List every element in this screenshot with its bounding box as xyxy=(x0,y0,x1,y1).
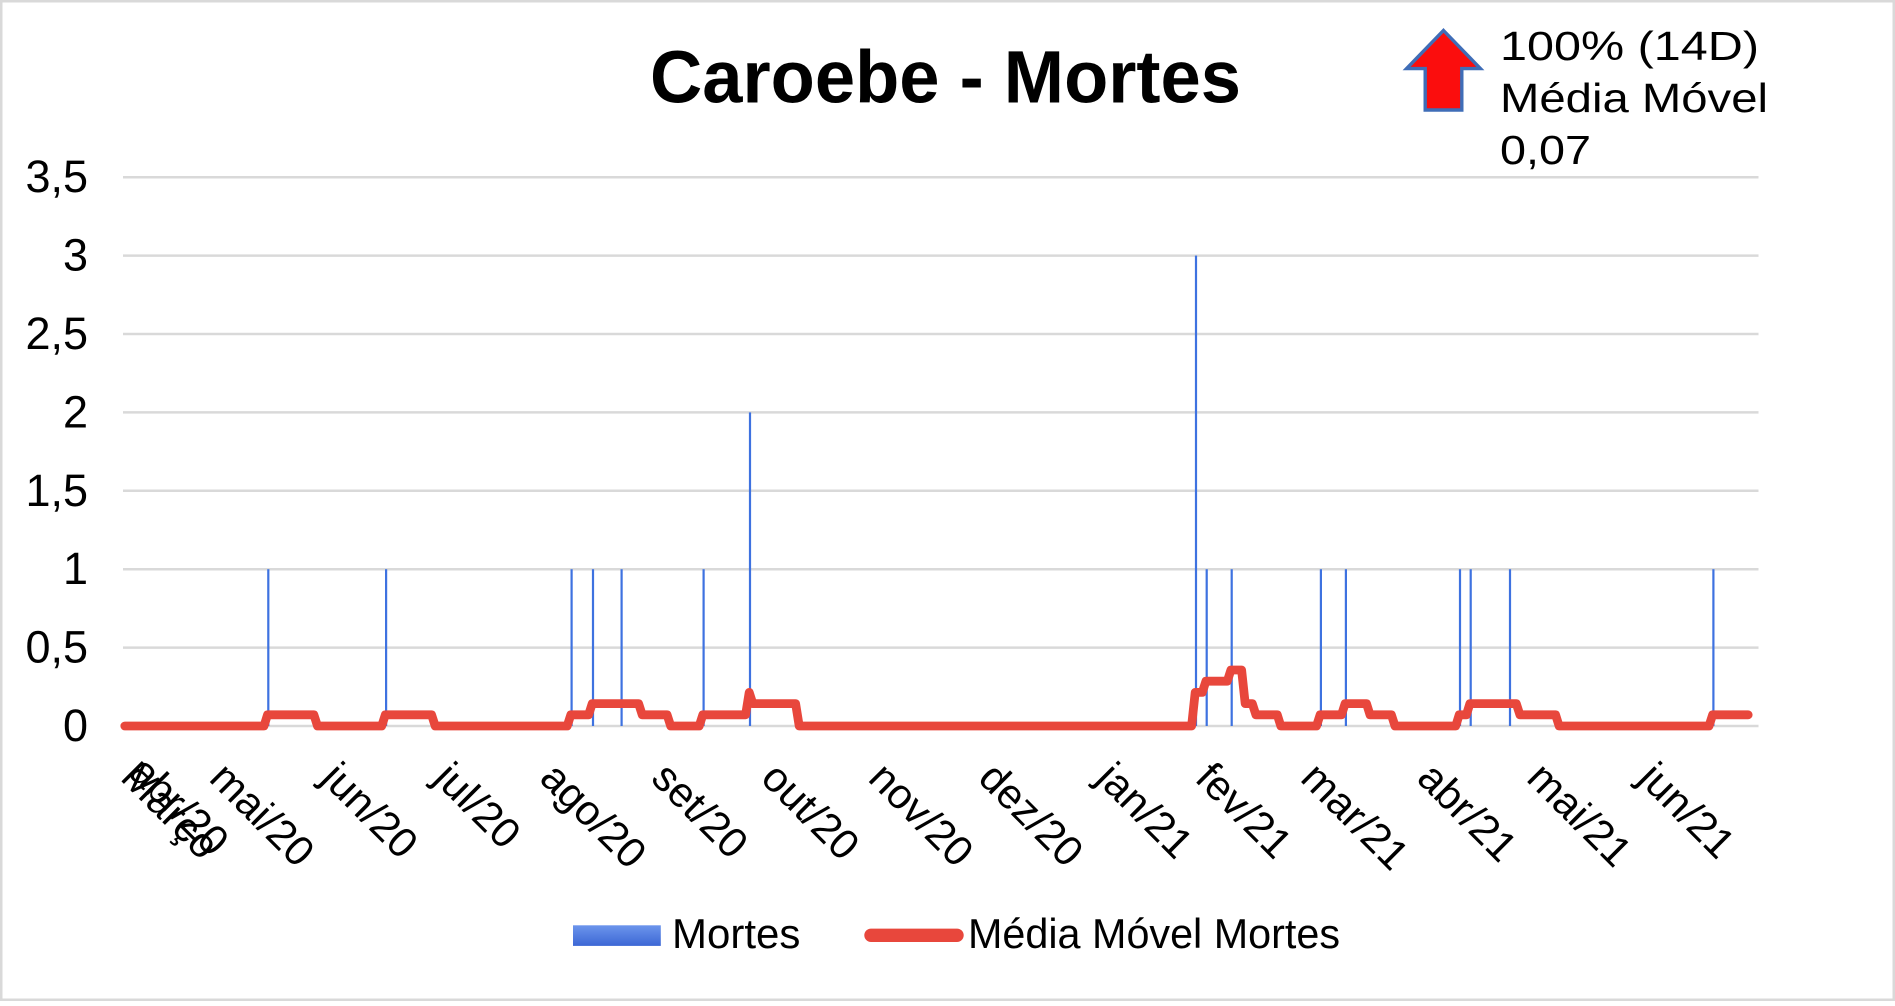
svg-text:1,5: 1,5 xyxy=(25,465,88,516)
svg-text:Média Móvel Mortes: Média Móvel Mortes xyxy=(968,910,1340,957)
svg-text:Média Móvel: Média Móvel xyxy=(1500,75,1768,121)
svg-text:0: 0 xyxy=(63,700,88,751)
svg-text:100% (14D): 100% (14D) xyxy=(1500,23,1759,69)
svg-text:0,07: 0,07 xyxy=(1500,127,1591,173)
svg-text:1: 1 xyxy=(63,543,88,594)
svg-text:Mortes: Mortes xyxy=(672,910,800,957)
svg-text:0,5: 0,5 xyxy=(25,622,88,673)
svg-text:Caroebe - Mortes: Caroebe - Mortes xyxy=(650,36,1241,119)
svg-text:2: 2 xyxy=(63,386,88,437)
svg-text:3,5: 3,5 xyxy=(25,151,88,202)
svg-text:2,5: 2,5 xyxy=(25,308,88,359)
svg-text:3: 3 xyxy=(63,230,88,281)
